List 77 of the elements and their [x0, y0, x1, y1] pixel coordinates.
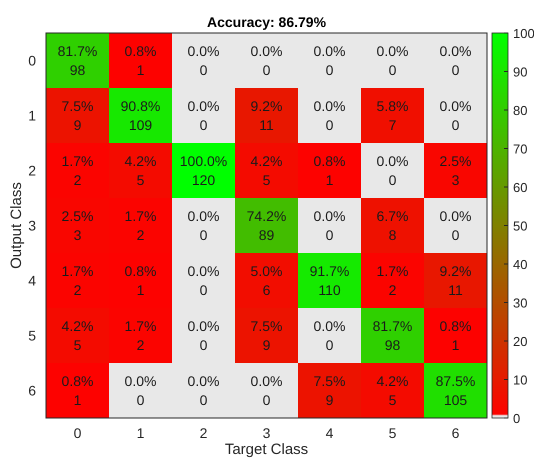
- data-label: 0.0% 0: [188, 208, 220, 243]
- data-label: 74.2% 89: [246, 208, 286, 243]
- data-label: 0.0% 0: [188, 373, 220, 408]
- data-label: 91.7% 110: [310, 263, 350, 298]
- data-label: 5.8% 7: [376, 98, 408, 133]
- data-label: 1.7% 2: [62, 263, 94, 298]
- data-label: 0.0% 0: [440, 208, 472, 243]
- x-axis-title: Target Class: [224, 441, 308, 458]
- data-label: 0.0% 0: [314, 98, 346, 133]
- data-label: 0.8% 1: [314, 153, 346, 188]
- data-label: 4.2% 5: [250, 153, 282, 188]
- x-tick-label: 0: [74, 425, 82, 441]
- data-label: 0.8% 1: [124, 263, 156, 298]
- y-tick-label: 3: [28, 218, 36, 234]
- y-tick-label: 0: [28, 52, 36, 68]
- data-label: 0.0% 0: [188, 263, 220, 298]
- color-bar-label: 50: [513, 218, 528, 234]
- data-label: 1.7% 2: [124, 318, 156, 353]
- color-bar-label: 30: [513, 296, 528, 310]
- data-label: 4.2% 5: [62, 318, 94, 353]
- data-label: 7.5% 9: [250, 318, 282, 353]
- data-label: 0.0% 0: [188, 98, 220, 133]
- data-label: 0.0% 0: [440, 43, 472, 78]
- data-label: 0.0% 0: [376, 43, 408, 78]
- data-label: 6.7% 8: [376, 208, 408, 243]
- data-label: 0.0% 0: [314, 208, 346, 243]
- chart-title: Accuracy: 86.79%: [206, 14, 327, 30]
- y-tick-label: 1: [28, 108, 36, 124]
- data-label: 0.0% 0: [250, 373, 282, 408]
- y-tick-label: 4: [28, 272, 36, 288]
- data-label: 1.7% 2: [124, 208, 156, 243]
- data-label: 7.5% 9: [62, 98, 94, 133]
- data-label: 2.5% 3: [62, 208, 94, 243]
- data-label: 7.5% 9: [314, 373, 346, 408]
- color-bar-label: 10: [513, 372, 528, 388]
- color-bar-label: 20: [513, 334, 528, 349]
- x-tick-label: 4: [326, 425, 334, 441]
- x-tick-label: 6: [452, 425, 460, 441]
- x-tick-label: 1: [136, 425, 145, 441]
- data-label: 0.8% 1: [62, 373, 94, 408]
- color-bar-label: 90: [513, 64, 528, 80]
- data-label: 81.7% 98: [372, 318, 412, 353]
- data-label: 0.0% 0: [314, 43, 346, 78]
- data-label: 87.5% 105: [436, 373, 476, 408]
- data-label: 0.0% 0: [314, 318, 346, 353]
- data-label: 2.5% 3: [440, 153, 472, 188]
- data-label: 100.0% 120: [180, 153, 228, 188]
- data-label: 9.2% 11: [440, 263, 472, 298]
- data-label: 0.0% 0: [250, 43, 282, 78]
- data-label: 4.2% 5: [376, 373, 408, 408]
- data-label: 0.8% 1: [440, 318, 472, 353]
- data-label: 9.2% 11: [250, 98, 282, 133]
- y-tick-label: 2: [28, 162, 36, 178]
- data-label: 4.2% 5: [124, 153, 156, 188]
- color-bar-label: 70: [513, 142, 528, 156]
- y-tick-label: 5: [28, 328, 36, 344]
- data-label: 1.7% 2: [62, 153, 94, 188]
- data-label: 0.0% 0: [376, 153, 408, 188]
- data-label: 0.0% 0: [188, 318, 220, 353]
- y-tick-label: 6: [28, 382, 36, 398]
- data-label: 0.0% 0: [188, 43, 220, 78]
- data-label: 5.0% 6: [250, 263, 282, 298]
- color-bar-label: 100: [513, 26, 534, 41]
- x-tick-label: 2: [200, 425, 208, 441]
- data-label: 90.8% 109: [120, 98, 160, 133]
- x-tick-label: 3: [262, 425, 271, 441]
- data-label: 81.7% 98: [58, 43, 98, 78]
- x-tick-label: 5: [388, 425, 397, 441]
- color-bar-label: 80: [513, 103, 528, 118]
- y-axis-title: Output Class: [8, 182, 25, 269]
- data-label: 1.7% 2: [376, 263, 408, 298]
- color-bar-label: 40: [513, 257, 528, 272]
- data-label: 0.8% 1: [124, 43, 156, 78]
- color-bar-label: 0: [513, 411, 520, 426]
- data-label: 0.0% 0: [124, 373, 156, 408]
- data-label: 0.0% 0: [440, 98, 472, 133]
- color-bar-label: 60: [513, 180, 528, 195]
